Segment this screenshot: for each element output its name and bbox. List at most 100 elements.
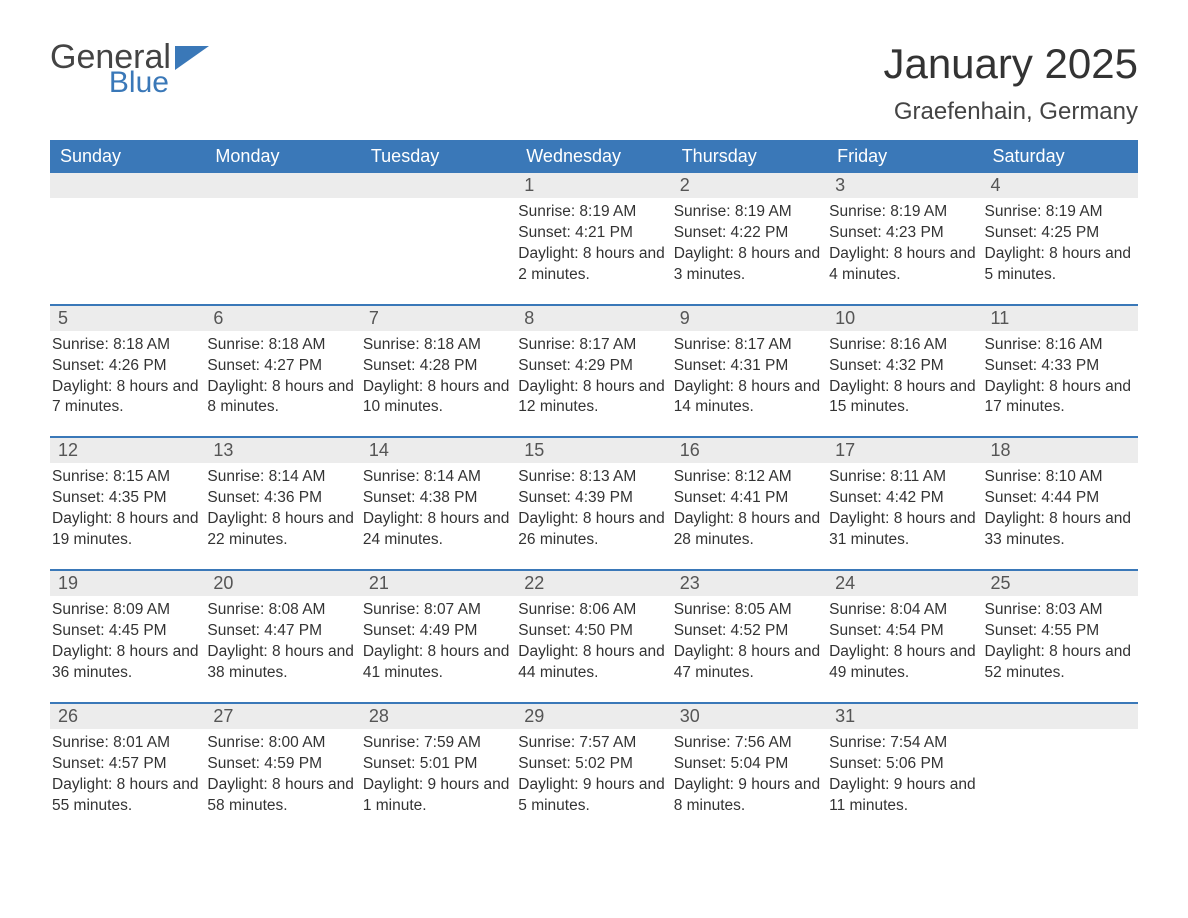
daylight: Daylight: 8 hours and 33 minutes. (985, 509, 1132, 551)
week-bodies: Sunrise: 8:09 AMSunset: 4:45 PMDaylight:… (50, 596, 1138, 688)
day-number: 22 (516, 571, 671, 596)
sunset: Sunset: 4:54 PM (829, 621, 976, 642)
sunset: Sunset: 4:35 PM (52, 488, 199, 509)
sunset: Sunset: 4:25 PM (985, 223, 1132, 244)
day-cell: Sunrise: 7:56 AMSunset: 5:04 PMDaylight:… (672, 729, 827, 821)
sunset: Sunset: 4:45 PM (52, 621, 199, 642)
day-number: 9 (672, 306, 827, 331)
sunset: Sunset: 4:59 PM (207, 754, 354, 775)
day-cell: Sunrise: 8:10 AMSunset: 4:44 PMDaylight:… (983, 463, 1138, 555)
sunset: Sunset: 5:02 PM (518, 754, 665, 775)
weekday-label: Friday (827, 140, 982, 173)
day-number: 17 (827, 438, 982, 463)
day-number: 23 (672, 571, 827, 596)
day-number: 20 (205, 571, 360, 596)
week-bodies: Sunrise: 8:19 AMSunset: 4:21 PMDaylight:… (50, 198, 1138, 290)
day-number: 25 (983, 571, 1138, 596)
daylight: Daylight: 8 hours and 22 minutes. (207, 509, 354, 551)
daylight: Daylight: 8 hours and 5 minutes. (985, 244, 1132, 286)
daylight: Daylight: 8 hours and 10 minutes. (363, 377, 510, 419)
daylight: Daylight: 8 hours and 4 minutes. (829, 244, 976, 286)
sunrise: Sunrise: 8:11 AM (829, 467, 976, 488)
day-number: 27 (205, 704, 360, 729)
day-cell: Sunrise: 7:59 AMSunset: 5:01 PMDaylight:… (361, 729, 516, 821)
day-cell: Sunrise: 8:14 AMSunset: 4:36 PMDaylight:… (205, 463, 360, 555)
week-bodies: Sunrise: 8:15 AMSunset: 4:35 PM Daylight:… (50, 463, 1138, 555)
day-number: 5 (50, 306, 205, 331)
sunrise: Sunrise: 7:57 AM (518, 733, 665, 754)
day-number: 3 (827, 173, 982, 198)
sunrise: Sunrise: 8:18 AM (363, 335, 510, 356)
weeks-container: 12 34Sunrise: 8:19 AMSunset: 4:21 PMDayli… (50, 173, 1138, 820)
day-number (983, 704, 1138, 729)
sunset: Sunset: 4:27 PM (207, 356, 354, 377)
sunset: Sunset: 4:26 PM (52, 356, 199, 377)
sunrise: Sunrise: 8:04 AM (829, 600, 976, 621)
daylight: Daylight: 8 hours and 31 minutes. (829, 509, 976, 551)
sunrise: Sunrise: 8:07 AM (363, 600, 510, 621)
day-cell: Sunrise: 8:13 AMSunset: 4:39 PMDaylight:… (516, 463, 671, 555)
sunset: Sunset: 4:31 PM (674, 356, 821, 377)
day-cell: Sunrise: 8:14 AMSunset: 4:38 PMDaylight:… (361, 463, 516, 555)
day-number: 12 (50, 438, 205, 463)
daylight: Daylight: 8 hours and 12 minutes. (518, 377, 665, 419)
daylight: Daylight: 9 hours and 5 minutes. (518, 775, 665, 817)
sunrise: Sunrise: 8:16 AM (985, 335, 1132, 356)
sunrise: Sunrise: 8:01 AM (52, 733, 199, 754)
sunset: Sunset: 4:28 PM (363, 356, 510, 377)
day-cell: Sunrise: 8:18 AMSunset: 4:26 PMDaylight:… (50, 331, 205, 423)
sunrise: Sunrise: 8:17 AM (518, 335, 665, 356)
daylight: Daylight: 8 hours and 15 minutes. (829, 377, 976, 419)
day-cell (50, 198, 205, 290)
sunrise: Sunrise: 8:00 AM (207, 733, 354, 754)
sunset: Sunset: 4:47 PM (207, 621, 354, 642)
day-number: 4 (983, 173, 1138, 198)
sunrise: Sunrise: 8:08 AM (207, 600, 354, 621)
daylight: Daylight: 8 hours and 8 minutes. (207, 377, 354, 419)
day-cell: Sunrise: 7:57 AMSunset: 5:02 PMDaylight:… (516, 729, 671, 821)
sunrise: Sunrise: 8:13 AM (518, 467, 665, 488)
week: 19202122232425Sunrise: 8:09 AMSunset: 4:… (50, 569, 1138, 688)
daylight: Daylight: 8 hours and 58 minutes. (207, 775, 354, 817)
day-number: 16 (672, 438, 827, 463)
daylight: Daylight: 8 hours and 41 minutes. (363, 642, 510, 684)
day-cell (983, 729, 1138, 821)
weekday-label: Monday (205, 140, 360, 173)
sunrise: Sunrise: 8:19 AM (518, 202, 665, 223)
sunrise: Sunrise: 7:59 AM (363, 733, 510, 754)
sunrise: Sunrise: 8:03 AM (985, 600, 1132, 621)
sunset: Sunset: 4:33 PM (985, 356, 1132, 377)
daynum-row: 12131415161718 (50, 438, 1138, 463)
day-cell: Sunrise: 8:08 AMSunset: 4:47 PMDaylight:… (205, 596, 360, 688)
day-number: 24 (827, 571, 982, 596)
sunrise: Sunrise: 8:10 AM (985, 467, 1132, 488)
sunrise: Sunrise: 8:15 AM (52, 467, 199, 488)
daylight: Daylight: 8 hours and 24 minutes. (363, 509, 510, 551)
day-number: 30 (672, 704, 827, 729)
logo-flag-icon (175, 46, 209, 74)
day-cell: Sunrise: 8:11 AMSunset: 4:42 PMDaylight:… (827, 463, 982, 555)
daylight: Daylight: 8 hours and 49 minutes. (829, 642, 976, 684)
sunrise: Sunrise: 8:19 AM (829, 202, 976, 223)
sunset: Sunset: 5:04 PM (674, 754, 821, 775)
day-number: 6 (205, 306, 360, 331)
day-cell: Sunrise: 8:01 AMSunset: 4:57 PMDaylight:… (50, 729, 205, 821)
logo: General Blue (50, 40, 209, 98)
sunset: Sunset: 4:38 PM (363, 488, 510, 509)
sunset: Sunset: 4:36 PM (207, 488, 354, 509)
daylight: Daylight: 8 hours and 26 minutes. (518, 509, 665, 551)
daylight: Daylight: 9 hours and 11 minutes. (829, 775, 976, 817)
day-cell (205, 198, 360, 290)
day-cell: Sunrise: 8:16 AMSunset: 4:33 PMDaylight:… (983, 331, 1138, 423)
day-number: 8 (516, 306, 671, 331)
title-block: January 2025 Graefenhain, Germany (883, 40, 1138, 126)
logo-text: General Blue (50, 40, 171, 98)
daylight: Daylight: 8 hours and 44 minutes. (518, 642, 665, 684)
header: General Blue January 2025 Graefenhain, G… (50, 40, 1138, 126)
daylight: Daylight: 8 hours and 17 minutes. (985, 377, 1132, 419)
sunset: Sunset: 4:41 PM (674, 488, 821, 509)
sunset: Sunset: 4:49 PM (363, 621, 510, 642)
day-cell: Sunrise: 8:07 AMSunset: 4:49 PMDaylight:… (361, 596, 516, 688)
sunset: Sunset: 5:01 PM (363, 754, 510, 775)
sunset: Sunset: 4:57 PM (52, 754, 199, 775)
